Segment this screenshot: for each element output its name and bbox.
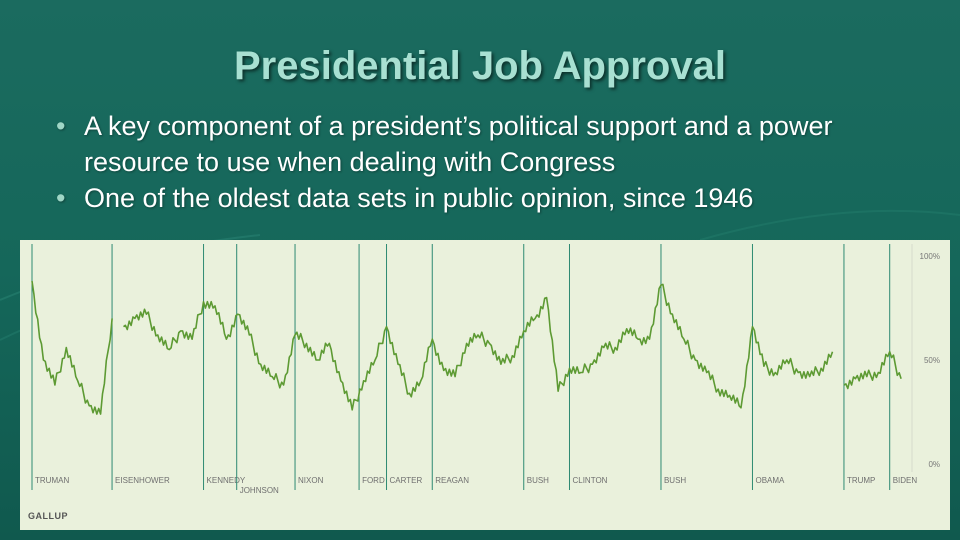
approval-chart: 100% 50% 0% TRUMAN EISENHOWER KENNEDY JOHNSON N… xyxy=(20,240,950,530)
president-label: BIDEN xyxy=(893,476,918,485)
president-label: CLINTON xyxy=(572,476,607,485)
plot-background xyxy=(20,240,950,530)
president-label: EISENHOWER xyxy=(115,476,170,485)
bullet-list: • A key component of a president’s politi… xyxy=(56,108,936,216)
y-tick-label: 0% xyxy=(928,460,940,469)
bullet-dot-icon: • xyxy=(56,183,66,213)
president-label: NIXON xyxy=(298,476,324,485)
president-label: TRUMAN xyxy=(35,476,69,485)
bullet-dot-icon: • xyxy=(56,111,66,141)
president-label: REAGAN xyxy=(435,476,469,485)
president-label: TRUMP xyxy=(847,476,875,485)
y-tick-label: 50% xyxy=(924,356,940,365)
president-label: BUSH xyxy=(527,476,549,485)
slide-title: Presidential Job Approval xyxy=(234,44,726,88)
approval-series-line xyxy=(31,280,113,415)
president-label: JOHNSON xyxy=(240,486,279,495)
president-label: KENNEDY xyxy=(207,476,246,485)
approval-series-line xyxy=(843,350,902,390)
bullet-text: One of the oldest data sets in public op… xyxy=(84,183,754,213)
chart-source-label: GALLUP xyxy=(28,511,68,521)
bullet-item: • A key component of a president’s politi… xyxy=(56,108,936,180)
president-label: BUSH xyxy=(664,476,686,485)
bullet-item: • One of the oldest data sets in public o… xyxy=(56,180,936,216)
y-tick-label: 100% xyxy=(920,252,940,261)
bullet-text: A key component of a president’s politic… xyxy=(84,111,833,177)
approval-series-line xyxy=(123,283,834,411)
president-label: OBAMA xyxy=(755,476,785,485)
president-label: FORD xyxy=(362,476,385,485)
president-label: CARTER xyxy=(390,476,423,485)
